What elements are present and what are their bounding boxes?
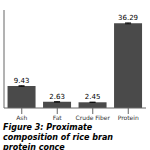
svg-text:36.29: 36.29	[118, 14, 138, 22]
svg-text:Fat: Fat	[53, 114, 63, 121]
svg-text:Ash: Ash	[16, 114, 27, 121]
svg-text:2.63: 2.63	[49, 93, 65, 101]
svg-text:Crude Fiber: Crude Fiber	[75, 114, 110, 121]
svg-text:Protein: Protein	[118, 114, 139, 121]
svg-text:9.43: 9.43	[14, 77, 30, 85]
svg-text:2.45: 2.45	[85, 93, 101, 101]
